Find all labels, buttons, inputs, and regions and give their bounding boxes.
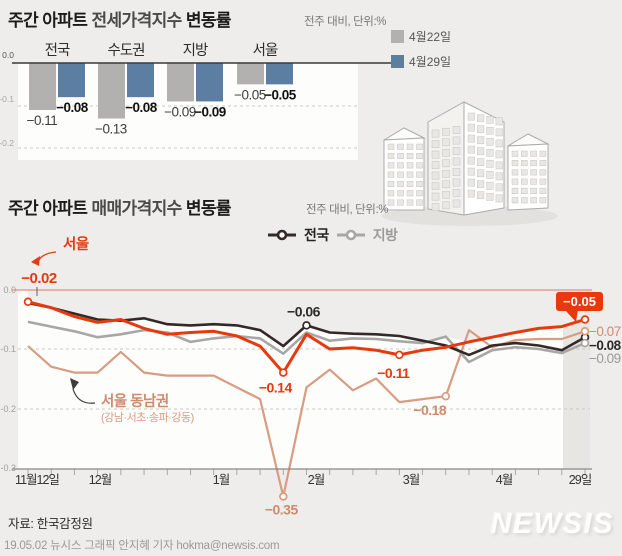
jeonse-bar-chart: 전국 수도권 지방 서울−0.11−0.13−0.09−0.05−0.08 −0.08−… <box>0 42 392 160</box>
title-part-mid: 매매가격지수 <box>91 199 186 218</box>
title-part-bold: 주간 아파트 <box>8 199 92 218</box>
svg-text:-0.2: -0.2 <box>0 138 14 148</box>
svg-text:서울: 서울 <box>63 236 89 253</box>
svg-text:0.0: 0.0 <box>2 50 14 60</box>
svg-text:12월: 12월 <box>89 473 112 487</box>
newsis-logo: NEWSIS <box>490 508 614 540</box>
point-marker <box>395 350 404 360</box>
svg-text:-0.1: -0.1 <box>0 94 14 104</box>
svg-text:전국: 전국 <box>45 42 70 59</box>
line-series-3 <box>27 329 586 498</box>
svg-text:−0.08: −0.08 <box>589 338 622 353</box>
line-series-1 <box>27 320 586 364</box>
legend-label-apr22: 4월22일 <box>409 30 452 44</box>
svg-text:−0.09: −0.09 <box>194 104 226 119</box>
title-part-bold2: 변동률 <box>185 11 232 30</box>
svg-text:−0.07: −0.07 <box>589 324 621 339</box>
svg-text:2월: 2월 <box>308 473 325 487</box>
credit-text: 19.05.02 뉴시스 그래픽 안지혜 기자 hokma@newsis.com <box>4 540 280 552</box>
bar-legend: 4월22일 4월29일 <box>391 28 451 70</box>
title-part-mid: 전세가격지수 <box>91 11 186 30</box>
svg-text:1월: 1월 <box>213 473 230 487</box>
svg-text:11월12일: 11월12일 <box>15 473 59 487</box>
svg-text:-0.3: -0.3 <box>0 463 16 473</box>
title-part-bold: 주간 아파트 <box>8 11 92 30</box>
svg-text:서울: 서울 <box>253 42 278 59</box>
jeonse-chart-note: 전주 대비, 단위:% <box>304 16 387 28</box>
point-marker <box>580 327 590 336</box>
svg-text:29일: 29일 <box>569 473 592 487</box>
point-marker <box>441 391 451 401</box>
svg-text:−0.05: −0.05 <box>264 87 297 102</box>
source-text: 자료: 한국감정원 <box>8 517 93 531</box>
maemae-line-chart: 11월12일 12월 1월 2월 3월 4월 29일 0.0 -0.1 -0.2 -0.3 −0.06… <box>0 236 622 518</box>
title-part-bold2: 변동률 <box>185 199 232 218</box>
point-marker <box>23 297 33 307</box>
legend-item-apr22: 4월22일 <box>391 28 451 45</box>
legend-swatch-apr22 <box>391 30 404 43</box>
svg-text:수도권: 수도권 <box>107 42 144 59</box>
svg-text:−0.09: −0.09 <box>589 351 621 366</box>
svg-text:(강남·서초·송파·강동): (강남·서초·송파·강동) <box>101 411 194 424</box>
point-marker <box>302 321 311 330</box>
svg-text:서울 동남권: 서울 동남권 <box>101 392 169 410</box>
svg-text:−0.05: −0.05 <box>563 294 596 309</box>
svg-text:지방: 지방 <box>183 42 208 59</box>
svg-text:−0.14: −0.14 <box>259 380 293 396</box>
apartment-buildings-illustration <box>382 101 558 226</box>
line-legend-label-jibang: 지방 <box>372 227 398 243</box>
seoul-value-badge <box>556 292 603 311</box>
area-fill <box>28 290 585 347</box>
svg-text:−0.11: −0.11 <box>377 365 410 381</box>
svg-text:−0.09: −0.09 <box>164 104 196 119</box>
point-marker <box>279 492 288 501</box>
svg-text:−0.02: −0.02 <box>21 270 57 287</box>
legend-swatch-apr29 <box>391 55 404 68</box>
svg-text:-0.1: -0.1 <box>0 344 16 354</box>
svg-text:−0.05: −0.05 <box>234 87 266 102</box>
svg-text:4월: 4월 <box>496 473 513 487</box>
legend-label-apr29: 4월29일 <box>409 55 452 69</box>
svg-text:−0.18: −0.18 <box>413 402 447 418</box>
line-marker-jibang-icon <box>336 229 365 241</box>
legend-item-apr29: 4월29일 <box>391 53 451 70</box>
maemae-chart-title: 주간 아파트 매매가격지수 변동률 <box>8 194 232 219</box>
line-legend-label-jeonguk: 전국 <box>304 227 329 243</box>
maemae-chart-note: 전주 대비, 단위:% <box>306 204 389 216</box>
svg-text:−0.08: −0.08 <box>56 100 89 115</box>
point-marker <box>580 315 590 324</box>
line-legend: 전국 지방 <box>267 225 398 245</box>
region-callout-arrow <box>72 388 96 404</box>
point-marker <box>279 368 288 377</box>
svg-text:−0.11: −0.11 <box>27 113 58 128</box>
svg-text:0.0: 0.0 <box>3 285 16 295</box>
point-marker <box>580 338 590 348</box>
line-series-2 <box>27 300 586 375</box>
svg-text:−0.08: −0.08 <box>125 100 158 115</box>
svg-text:−0.13: −0.13 <box>95 122 127 137</box>
jeonse-chart-title: 주간 아파트 전세가격지수 변동률 <box>8 6 232 31</box>
line-marker-jeonguk-icon <box>268 229 296 241</box>
svg-text:-0.2: -0.2 <box>0 404 16 414</box>
svg-text:−0.35: −0.35 <box>265 502 299 518</box>
svg-text:3월: 3월 <box>403 473 420 487</box>
svg-text:−0.06: −0.06 <box>287 303 321 319</box>
seoul-callout-arrow <box>37 251 57 262</box>
